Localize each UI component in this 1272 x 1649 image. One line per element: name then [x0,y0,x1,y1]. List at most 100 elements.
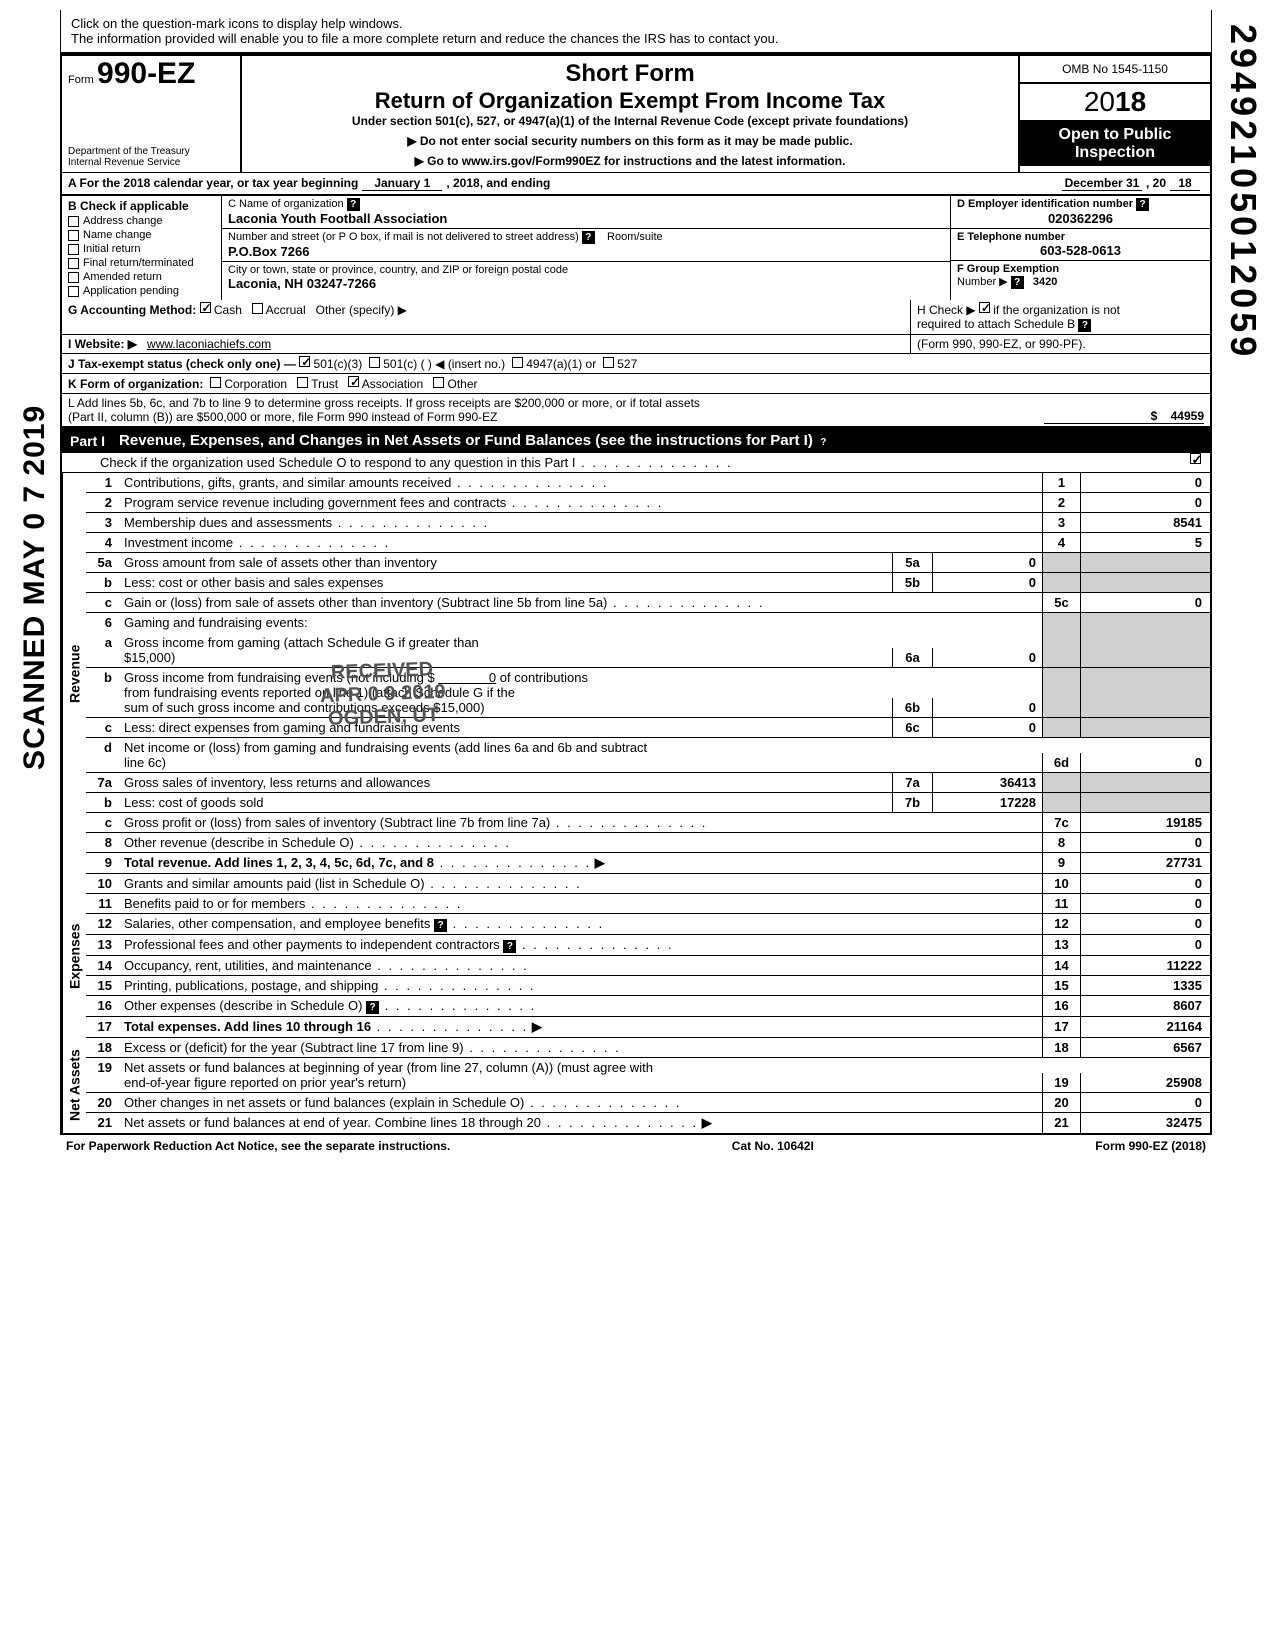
cat-number: Cat No. 10642I [732,1139,814,1153]
checkbox-icon [68,286,79,297]
check-initial-return[interactable]: Initial return [68,243,215,255]
help-text-1: Click on the question-mark icons to disp… [71,16,1201,31]
check-address-change[interactable]: Address change [68,215,215,227]
row-h-text: H Check ▶ [917,303,976,317]
line-col: 8 [1042,833,1080,852]
check-amended-return[interactable]: Amended return [68,271,215,283]
check-cash[interactable] [200,302,211,313]
check-schedule-o[interactable] [1190,453,1201,464]
shaded-cell [1042,773,1080,792]
form-page: Click on the question-mark icons to disp… [60,10,1212,1157]
line-col: 14 [1042,956,1080,975]
ein-label: D Employer identification number ? [957,198,1204,211]
check-final-return[interactable]: Final return/terminated [68,257,215,269]
line-col: 6d [1042,753,1080,772]
help-icon[interactable]: ? [1078,319,1091,332]
instr-url: ▶ Go to www.irs.gov/Form990EZ for instru… [248,154,1012,168]
label-address-change: Address change [83,215,163,227]
check-4947[interactable] [512,357,523,368]
header-right: OMB No 1545-1150 2018 Open to Public Ins… [1020,56,1210,172]
line-6d-amt: 0 [1080,753,1210,772]
shaded-cell [1080,553,1210,572]
help-icon[interactable]: ? [503,940,516,953]
org-name-value: Laconia Youth Football Association [228,211,944,226]
paperwork-notice: For Paperwork Reduction Act Notice, see … [66,1139,450,1153]
header-center: Short Form Return of Organization Exempt… [242,56,1020,172]
part-i-label: Part I [70,433,105,449]
section-c: C Name of organization ? Laconia Youth F… [222,196,950,300]
line-num: 18 [86,1038,120,1057]
line-col: 3 [1042,513,1080,532]
line-5a-val: 0 [932,553,1042,572]
line-6a-text: Gross income from gaming (attach Schedul… [120,633,892,667]
section-b-header: B Check if applicable [68,199,215,213]
row-j-tax-exempt: J Tax-exempt status (check only one) — 5… [60,354,1212,374]
line-11-amt: 0 [1080,894,1210,913]
line-num: c [86,593,120,612]
side-label-revenue: Revenue [62,473,86,874]
shaded-cell [1080,633,1210,667]
line-15-text: Printing, publications, postage, and shi… [120,976,1042,995]
help-icon[interactable]: ? [1136,198,1149,211]
help-icon[interactable]: ? [434,919,447,932]
line-6c-text: Less: direct expenses from gaming and fu… [120,718,892,737]
help-icon[interactable]: ? [582,231,595,244]
return-org-title: Return of Organization Exempt From Incom… [248,88,1012,114]
label-other: Other [448,377,478,391]
check-application-pending[interactable]: Application pending [68,285,215,297]
check-527[interactable] [603,357,614,368]
line-col: 17 [1042,1017,1080,1037]
line-col: 7c [1042,813,1080,832]
check-501c[interactable] [369,357,380,368]
dept-treasury: Department of the Treasury Internal Reve… [68,146,190,168]
group-num-value: 3420 [1033,276,1057,288]
check-other[interactable] [433,377,444,388]
line-col: 1 [1042,473,1080,492]
help-icon[interactable]: ? [366,1001,379,1014]
label-name-change: Name change [83,229,152,241]
checkbox-icon [68,272,79,283]
city-value: Laconia, NH 03247-7266 [228,276,944,291]
check-accrual[interactable] [252,303,263,314]
line-1-text: Contributions, gifts, grants, and simila… [120,473,1042,492]
row-k-form-org: K Form of organization: Corporation Trus… [60,374,1212,394]
line-5c-amt: 0 [1080,593,1210,612]
line-19-text: Net assets or fund balances at beginning… [120,1058,1042,1092]
check-trust[interactable] [297,377,308,388]
line-num: 9 [86,853,120,873]
form-header: Form 990-EZ Department of the Treasury I… [60,54,1212,172]
line-num: 10 [86,874,120,893]
line-col: 19 [1042,1073,1080,1092]
label-insert-no: ) ◀ (insert no.) [428,357,505,371]
line-10-text: Grants and similar amounts paid (list in… [120,874,1042,893]
year-prefix: 20 [1084,86,1115,117]
line-17-text: Total expenses. Add lines 10 through 16 … [120,1017,1042,1037]
line-13-text: Professional fees and other payments to … [120,935,1042,955]
form-word: Form [68,74,94,86]
group-num-label: Number ▶ [957,276,1008,288]
help-text-box: Click on the question-mark icons to disp… [60,10,1212,54]
row-l-gross-receipts: L Add lines 5b, 6c, and 7b to line 9 to … [60,394,1212,428]
check-schedule-b[interactable] [979,302,990,313]
line-14-amt: 11222 [1080,956,1210,975]
shaded-cell [1042,613,1080,633]
subcol: 6c [892,718,932,737]
line-6a-val: 0 [932,648,1042,667]
line-18-amt: 6567 [1080,1038,1210,1057]
check-501c3[interactable] [299,356,310,367]
check-corporation[interactable] [210,377,221,388]
check-name-change[interactable]: Name change [68,229,215,241]
check-association[interactable] [348,376,359,387]
help-icon[interactable]: ? [817,436,830,449]
line-num: 13 [86,935,120,955]
help-icon[interactable]: ? [1011,276,1024,289]
website-value: www.laconiachiefs.com [147,337,271,351]
header-left: Form 990-EZ Department of the Treasury I… [62,56,242,172]
line-num: 6 [86,613,120,633]
line-num: 16 [86,996,120,1016]
line-num: c [86,813,120,832]
help-icon[interactable]: ? [347,198,360,211]
line-6b-val: 0 [932,698,1042,717]
shaded-cell [1042,718,1080,737]
line-5c-text: Gain or (loss) from sale of assets other… [120,593,1042,612]
